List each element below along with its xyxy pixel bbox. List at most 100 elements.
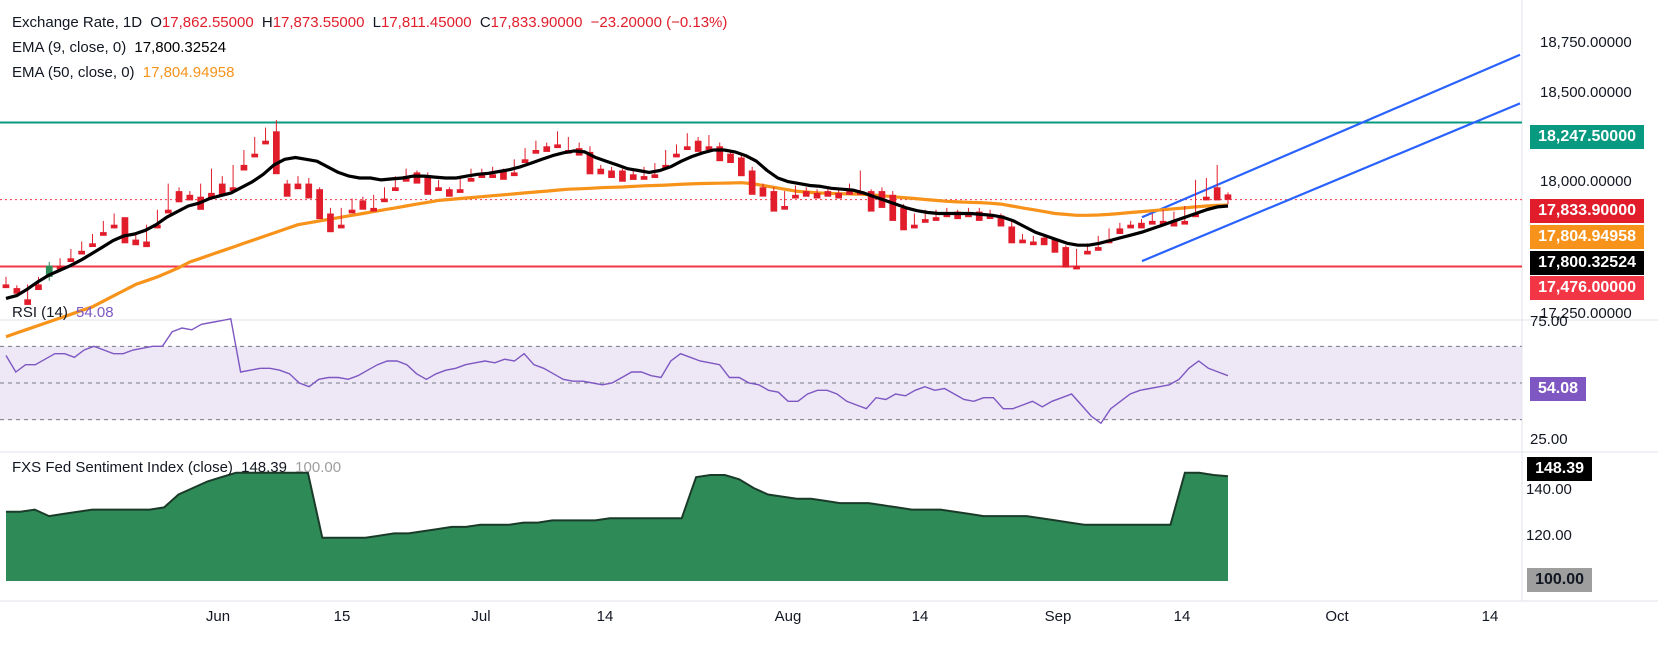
candle-body — [716, 146, 724, 162]
candle-body — [121, 217, 129, 244]
candle-body — [489, 174, 496, 178]
fsi-badge: 148.39 — [1527, 457, 1592, 481]
candle-body — [824, 191, 832, 197]
candle-body — [164, 209, 172, 214]
candle-body — [597, 168, 605, 175]
candle-body — [229, 187, 237, 191]
fsi-pane — [6, 471, 1229, 581]
candle-body — [1127, 224, 1134, 229]
axes: 18,750.00000 18,500.00000 18,000.00000 1… — [206, 34, 1632, 625]
candle-body — [748, 170, 756, 195]
fsi-tick: 140.00 — [1526, 481, 1572, 498]
candle-body — [337, 224, 345, 229]
candle-body — [100, 232, 107, 236]
candle-body — [802, 191, 810, 197]
candle-body — [413, 172, 421, 184]
ema9-line — [5, 148, 1229, 300]
candle-body — [543, 146, 551, 152]
time-label: 14 — [1482, 608, 1499, 625]
candle-body — [900, 207, 907, 231]
open-label: O — [150, 14, 162, 31]
fsi-ref-value: 100.00 — [295, 459, 342, 476]
candle-body — [1159, 220, 1167, 225]
fsi-line — [6, 471, 1229, 539]
candle-body — [294, 183, 302, 190]
candle-body — [392, 187, 399, 191]
candle-body — [911, 224, 918, 229]
candle-body — [456, 189, 464, 193]
candle-body — [835, 192, 842, 199]
ema9-value: 17,800.32524 — [134, 39, 227, 56]
candle-body — [921, 219, 929, 223]
ema50-label: EMA (50, close, 0) — [12, 64, 135, 81]
price-tick: 18,750.00000 — [1540, 34, 1632, 51]
rsi-pane — [0, 317, 1522, 425]
candle-body — [1224, 194, 1232, 200]
candle-body — [305, 183, 313, 199]
candle-body — [78, 250, 85, 255]
candle-body — [813, 192, 821, 199]
low-value: 17,811.45000 — [380, 14, 472, 31]
candle-body — [943, 213, 951, 218]
main-legend: Exchange Rate, 1D O17,862.55000 H17,873.… — [12, 14, 731, 31]
candle-body — [110, 224, 118, 229]
candle-body — [370, 207, 377, 212]
time-label: 14 — [597, 608, 614, 625]
candle-body — [510, 172, 518, 177]
price-tick: 18,500.00000 — [1540, 84, 1632, 101]
close-label: C — [479, 14, 491, 31]
candle-body — [986, 215, 994, 219]
time-label: Aug — [775, 608, 802, 625]
change-value: −23.20000 (−0.13%) — [590, 14, 728, 31]
candle-body — [932, 217, 940, 221]
candle-body — [1008, 226, 1016, 244]
close-badge: 17,833.90000 — [1530, 199, 1644, 223]
rsi-line — [5, 317, 1229, 425]
candle-body — [500, 170, 507, 180]
candle-body — [89, 243, 96, 247]
candle-body — [683, 146, 691, 150]
candle-body — [792, 194, 799, 199]
candle-body — [608, 170, 615, 178]
candle-body — [240, 164, 248, 171]
ema50-line — [5, 181, 1229, 339]
rsi-tick: 25.00 — [1530, 431, 1568, 448]
candle-body — [348, 209, 356, 214]
candle-body — [759, 187, 767, 197]
fsi-label: FXS Fed Sentiment Index (close) — [12, 459, 233, 476]
fsi-value: 148.39 — [241, 459, 287, 476]
ascending-channel — [1141, 53, 1521, 263]
ema50-legend: EMA (50, close, 0) 17,804.94958 — [12, 64, 239, 81]
candle-body — [359, 200, 367, 210]
time-label: 15 — [334, 608, 351, 625]
candle-body — [143, 241, 150, 248]
open-value: 17,862.55000 — [161, 14, 254, 31]
channel-upper-line — [1141, 53, 1521, 219]
candle-body — [1138, 222, 1145, 229]
candle-body — [45, 265, 53, 277]
price-tick: 18,000.00000 — [1540, 173, 1632, 190]
candle-body — [435, 187, 442, 191]
low-label: L — [372, 14, 381, 31]
candle-body — [1116, 228, 1124, 234]
candle-body — [1170, 220, 1178, 227]
candle-body — [673, 153, 680, 158]
candle-body — [1084, 250, 1091, 255]
candle-body — [867, 191, 875, 212]
candle-body — [651, 174, 659, 178]
candle-body — [586, 151, 594, 175]
candle-body — [781, 206, 788, 210]
candle-body — [13, 288, 21, 294]
candle-body — [705, 146, 713, 150]
candle-body — [1203, 196, 1210, 201]
candle-body — [1181, 220, 1189, 225]
candle-body — [629, 174, 637, 180]
candle-body — [997, 215, 1005, 227]
candle-body — [1192, 213, 1199, 218]
candle-body — [316, 189, 323, 220]
candle-body — [1019, 239, 1026, 244]
time-label: Oct — [1325, 608, 1349, 625]
resistance-badge: 18,247.50000 — [1530, 125, 1644, 149]
